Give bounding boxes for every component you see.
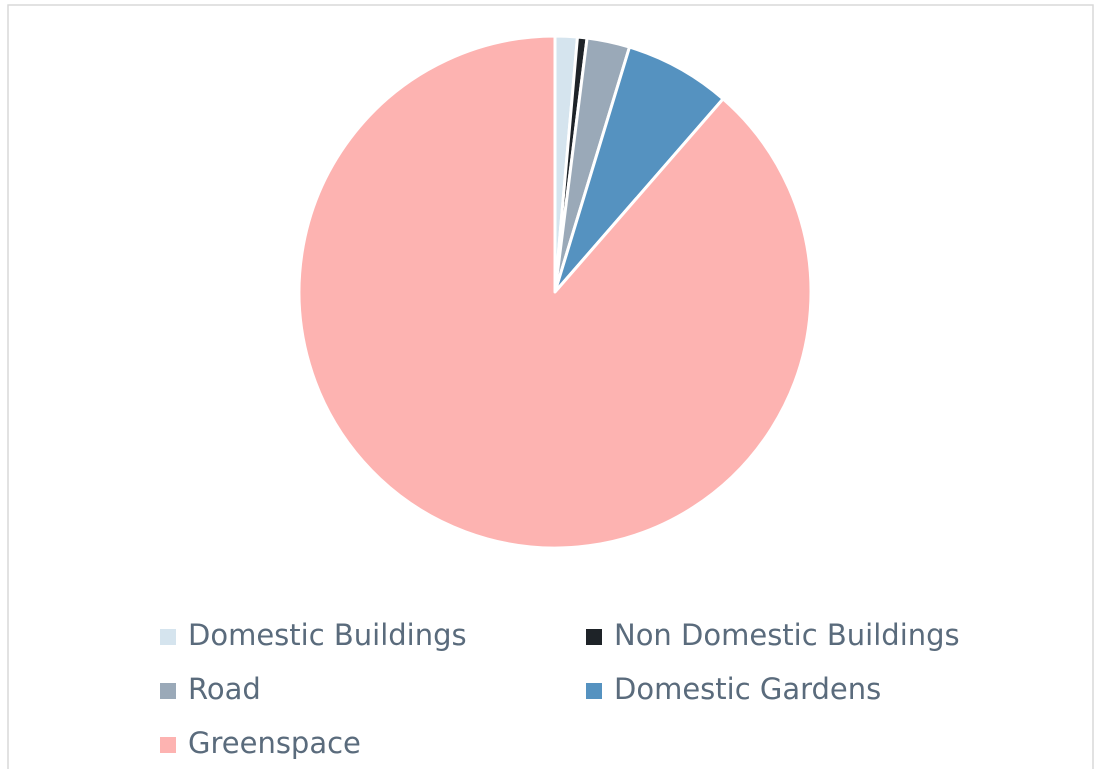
legend-label: Greenspace	[188, 726, 361, 760]
pie-slice	[553, 45, 725, 294]
legend-label: Domestic Gardens	[614, 672, 881, 706]
legend-swatch	[160, 683, 176, 699]
legend-swatch	[160, 737, 176, 753]
pie-slice	[297, 34, 813, 550]
legend-label: Domestic Buildings	[188, 618, 467, 652]
legend-swatch	[586, 629, 602, 645]
legend-label: Non Domestic Buildings	[614, 618, 960, 652]
legend-swatch	[160, 629, 176, 645]
chart-border	[7, 4, 1094, 769]
legend-swatch	[586, 683, 602, 699]
legend-label: Road	[188, 672, 261, 706]
